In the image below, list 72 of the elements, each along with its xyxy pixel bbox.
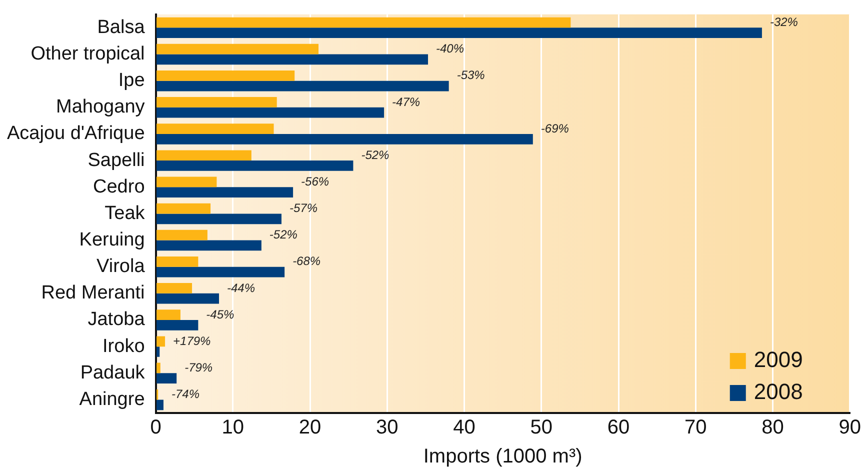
- annotation: -52%: [269, 228, 298, 242]
- bar: [156, 336, 166, 347]
- y-tick-label: Virola: [96, 256, 146, 278]
- bar: [156, 362, 160, 374]
- bar: [156, 124, 274, 134]
- bar: [156, 240, 262, 251]
- bar: [156, 44, 318, 54]
- y-tick-label: Aningre: [79, 388, 145, 410]
- y-tick-label: Other tropical: [30, 43, 145, 64]
- x-tick-label: 70: [684, 416, 707, 439]
- x-tick-label: 60: [607, 416, 630, 439]
- y-tick-label: Balsa: [97, 16, 146, 38]
- bar: [156, 203, 211, 214]
- annotation: -52%: [361, 148, 390, 162]
- annotation: -69%: [540, 121, 570, 136]
- bar: [156, 134, 533, 144]
- x-tick-label: 80: [762, 416, 784, 439]
- bar: [156, 160, 354, 171]
- y-tick-label: Ipe: [118, 70, 145, 92]
- x-tick-label: 20: [298, 416, 322, 439]
- bar: [156, 28, 762, 38]
- y-tick-label: Jatoba: [88, 309, 146, 330]
- annotation: -79%: [184, 360, 213, 374]
- y-tick-label: Keruing: [79, 230, 145, 251]
- bar: [156, 187, 294, 198]
- bar: [156, 150, 252, 161]
- bar: [156, 373, 177, 384]
- annotation: -47%: [392, 94, 420, 109]
- y-tick-label: Mahogany: [56, 96, 146, 118]
- x-tick-label: 90: [838, 416, 861, 439]
- bar: [156, 256, 198, 267]
- bar: [156, 214, 282, 224]
- legend-label: 2008: [754, 379, 803, 404]
- bar: [156, 400, 164, 410]
- x-tick-label: 10: [222, 416, 244, 439]
- bar: [156, 320, 198, 330]
- annotation: -56%: [301, 174, 330, 188]
- y-tick-label: Padauk: [80, 362, 146, 384]
- bar: [156, 54, 428, 65]
- annotation: -32%: [770, 15, 798, 30]
- bar: [156, 17, 571, 28]
- annotation: -45%: [206, 307, 235, 322]
- x-axis-title: Imports (1000 m³): [423, 446, 582, 468]
- annotation: -40%: [436, 42, 464, 56]
- x-tick-label: 40: [453, 416, 476, 439]
- bar: [156, 176, 217, 188]
- y-tick-label: Cedro: [93, 176, 145, 198]
- y-tick-label: Red Meranti: [41, 282, 145, 304]
- x-tick-label: 50: [530, 416, 553, 439]
- y-tick-label: Acajou d'Afrique: [6, 123, 145, 144]
- bar: [156, 293, 220, 304]
- annotation: -57%: [289, 201, 318, 216]
- bar: [156, 310, 180, 320]
- annotation: +179%: [173, 334, 212, 348]
- bar: [156, 70, 295, 81]
- bar: [156, 107, 384, 118]
- x-tick-label: 0: [150, 416, 162, 439]
- bar: [156, 346, 160, 357]
- bar: [156, 283, 192, 294]
- bar: [156, 266, 285, 278]
- bar: [156, 97, 277, 108]
- bar: [156, 230, 208, 240]
- y-tick-label: Teak: [104, 202, 146, 224]
- annotation: -44%: [227, 280, 256, 295]
- y-tick-label: Sapelli: [88, 150, 145, 171]
- y-tick-label: Iroko: [102, 336, 145, 357]
- annotation: -68%: [292, 254, 321, 268]
- annotation: -74%: [171, 387, 200, 402]
- bar: [156, 80, 449, 92]
- legend-label: 2009: [754, 347, 803, 372]
- x-tick-label: 30: [376, 416, 398, 439]
- annotation: -53%: [456, 68, 486, 82]
